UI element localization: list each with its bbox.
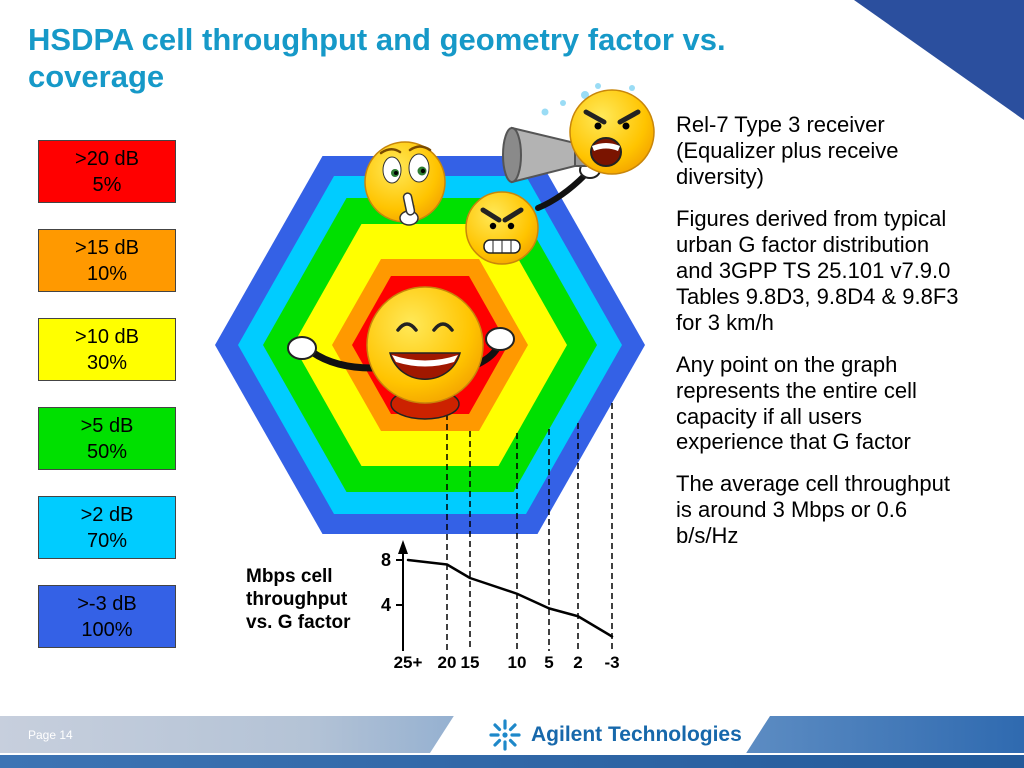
brand-logo: Agilent Technologies — [488, 716, 742, 753]
angry-left-brow — [480, 207, 502, 223]
shushing-face-clipart — [364, 141, 446, 226]
megaphone-face-clipart — [502, 83, 655, 211]
legend-item-5db: >5 dB 50% — [38, 407, 176, 470]
happy-face-head — [366, 286, 484, 404]
happy-face-left-hand — [287, 336, 317, 360]
legend-item-15db: >15 dB 10% — [38, 229, 176, 292]
chart-caption: Mbps cell throughput vs. G factor — [246, 566, 351, 633]
page-number: Page 14 — [28, 727, 73, 742]
shushing-right-pupil — [420, 168, 426, 174]
legend-item-2db: >2 dB 70% — [38, 496, 176, 559]
happy-face-teeth — [392, 355, 458, 367]
note-average-throughput: The average cell throughput is around 3 … — [676, 471, 950, 549]
spray-drop-5 — [629, 85, 635, 91]
note-receiver: Rel-7 Type 3 receiver (Equalizer plus re… — [676, 112, 899, 189]
shouting-mouth — [590, 137, 622, 167]
footer: Page 14 Agilent Technologies — [0, 716, 1024, 753]
x-label-5: 5 — [544, 653, 553, 672]
happy-face-clipart — [287, 286, 515, 420]
brand-name: Agilent Technologies — [531, 722, 742, 746]
legend-threshold: >2 dB — [80, 503, 134, 526]
spray-drop-2 — [560, 100, 566, 106]
megaphone-arm — [535, 172, 588, 211]
angry-right-brow — [502, 207, 524, 223]
note-graph-meaning: Any point on the graph represents the en… — [676, 351, 917, 455]
y-tick-label-4: 4 — [381, 595, 391, 615]
legend-coverage: 30% — [86, 351, 128, 374]
y-tick-label-8: 8 — [381, 550, 391, 570]
legend-coverage: 50% — [86, 440, 128, 463]
x-label-10: 10 — [508, 653, 527, 672]
shouting-right-eye — [622, 122, 630, 130]
shushing-face-head — [364, 141, 446, 223]
legend-threshold: >5 dB — [80, 414, 134, 437]
legend-coverage: 70% — [86, 529, 128, 552]
shouting-teeth — [592, 143, 620, 151]
legend-item-20db: >20 dB 5% — [38, 140, 176, 203]
legend-threshold: >10 dB — [75, 325, 139, 348]
angry-left-eye — [489, 222, 497, 230]
notes-panel: Rel-7 Type 3 receiver (Equalizer plus re… — [676, 112, 966, 565]
legend-coverage: 10% — [86, 262, 128, 285]
x-label-2: 2 — [573, 653, 582, 672]
legend-coverage: 100% — [81, 618, 133, 641]
shouting-left-eye — [594, 122, 602, 130]
legend-item-10db: >10 dB 30% — [38, 318, 176, 381]
legend-threshold: >20 dB — [75, 147, 139, 170]
angry-face-clipart — [465, 191, 539, 265]
shushing-left-pupil — [394, 171, 398, 175]
shushing-left-brow — [379, 148, 402, 155]
legend-item-neg3db: >-3 dB 100% — [38, 585, 176, 648]
happy-face-right-hand — [485, 327, 515, 351]
shouting-left-brow — [583, 109, 607, 125]
spray-drop-4 — [541, 108, 549, 116]
legend-threshold: >15 dB — [75, 236, 139, 259]
shushing-left-eye — [382, 156, 402, 184]
footer-bottom-strip — [0, 755, 1024, 768]
happy-face-left-eye — [396, 322, 418, 332]
x-label-25plus: 25+ — [394, 653, 423, 672]
x-label-neg3: -3 — [604, 653, 619, 672]
happy-face-left-arm — [308, 348, 376, 372]
footer-logo-plate — [430, 716, 770, 753]
x-label-15: 15 — [461, 653, 480, 672]
shushing-right-brow — [408, 145, 432, 152]
happy-face-right-eye — [432, 322, 454, 332]
shouting-right-brow — [617, 109, 641, 125]
throughput-curve — [406, 558, 614, 638]
megaphone-bell — [502, 127, 522, 183]
legend-threshold: >-3 dB — [77, 592, 137, 615]
x-label-20: 20 — [438, 653, 457, 672]
throughput-chart: 8 4 25+ 20 15 10 5 2 -3 — [381, 540, 620, 672]
spray-drop-1 — [581, 91, 589, 99]
shushing-finger — [402, 192, 416, 216]
note-figures-source: Figures derived from typical urban G fac… — [676, 205, 959, 335]
agilent-starburst-icon — [489, 718, 521, 751]
legend-coverage: 5% — [92, 173, 122, 196]
spray-drop-3 — [595, 83, 601, 89]
y-axis-arrow-icon — [398, 540, 408, 554]
angry-right-eye — [507, 222, 515, 230]
slide-title: HSDPA cell throughput and geometry facto… — [28, 22, 726, 94]
